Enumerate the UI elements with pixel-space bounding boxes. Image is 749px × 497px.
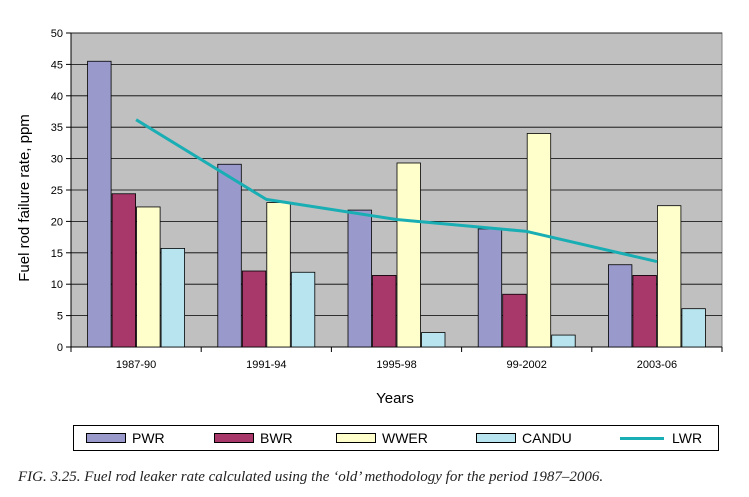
y-tick-label: 20 bbox=[51, 216, 63, 228]
bar-pwr bbox=[217, 163, 242, 348]
legend: PWR BWR WWER CANDU LWR bbox=[73, 425, 719, 451]
x-tick-label: 1991-94 bbox=[246, 359, 286, 371]
bar-wwer bbox=[657, 205, 682, 348]
x-axis-label: Years bbox=[376, 390, 414, 407]
legend-swatch-candu bbox=[476, 433, 516, 443]
bar-bwr bbox=[502, 293, 527, 348]
bar-pwr bbox=[608, 264, 633, 348]
y-tick-label: 5 bbox=[57, 311, 63, 323]
y-tick-label: 45 bbox=[51, 59, 63, 71]
y-tick-label: 35 bbox=[51, 122, 63, 134]
legend-label-pwr: PWR bbox=[132, 430, 165, 446]
figure-caption: FIG. 3.25. Fuel rod leaker rate calculat… bbox=[18, 469, 604, 485]
y-tick-label: 15 bbox=[51, 248, 63, 260]
y-tick-label: 40 bbox=[51, 91, 63, 103]
x-tick-label: 99-2002 bbox=[507, 359, 547, 371]
y-tick-label: 50 bbox=[51, 28, 63, 40]
bar-bwr bbox=[372, 275, 397, 348]
bar-wwer bbox=[266, 202, 291, 348]
bar-pwr bbox=[477, 228, 503, 348]
y-tick-label: 10 bbox=[51, 279, 63, 291]
bar-candu bbox=[421, 332, 446, 348]
plot-area: 0 5 10 15 20 25 30 35 40 45 50 1987-90 1991-94 1995-9… bbox=[51, 28, 723, 371]
y-axis-label: Fuel rod failure rate, ppm bbox=[16, 114, 33, 282]
legend-label-wwer: WWER bbox=[382, 430, 428, 446]
bar-candu bbox=[681, 308, 706, 348]
legend-label-bwr: BWR bbox=[260, 430, 293, 446]
bar-candu bbox=[160, 248, 186, 348]
legend-label-candu: CANDU bbox=[522, 430, 572, 446]
bar-wwer bbox=[526, 133, 552, 348]
x-tick-label: 1987-90 bbox=[116, 359, 156, 371]
bar-pwr bbox=[347, 209, 372, 348]
legend-swatch-pwr bbox=[86, 433, 126, 443]
bar-wwer bbox=[396, 162, 421, 348]
bar-pwr bbox=[87, 60, 112, 348]
legend-swatch-wwer bbox=[336, 433, 376, 443]
y-tick-label: 0 bbox=[57, 342, 63, 354]
x-tick-label: 1995-98 bbox=[376, 359, 416, 371]
bar-candu bbox=[290, 271, 316, 348]
y-tick-label: 30 bbox=[51, 154, 63, 166]
bar-bwr bbox=[241, 270, 267, 348]
bar-candu bbox=[551, 334, 576, 348]
bar-bwr bbox=[111, 193, 136, 348]
y-tick-label: 25 bbox=[51, 185, 63, 197]
legend-line-lwr bbox=[620, 437, 664, 440]
legend-swatch-bwr bbox=[214, 433, 254, 443]
chart: 0 5 10 15 20 25 30 35 40 45 50 1987-90 1991-94 1995-9… bbox=[16, 28, 723, 407]
bar-bwr bbox=[632, 275, 657, 348]
x-tick-label: 2003-06 bbox=[637, 359, 677, 371]
legend-label-lwr: LWR bbox=[672, 430, 703, 446]
bar-wwer bbox=[136, 206, 161, 348]
